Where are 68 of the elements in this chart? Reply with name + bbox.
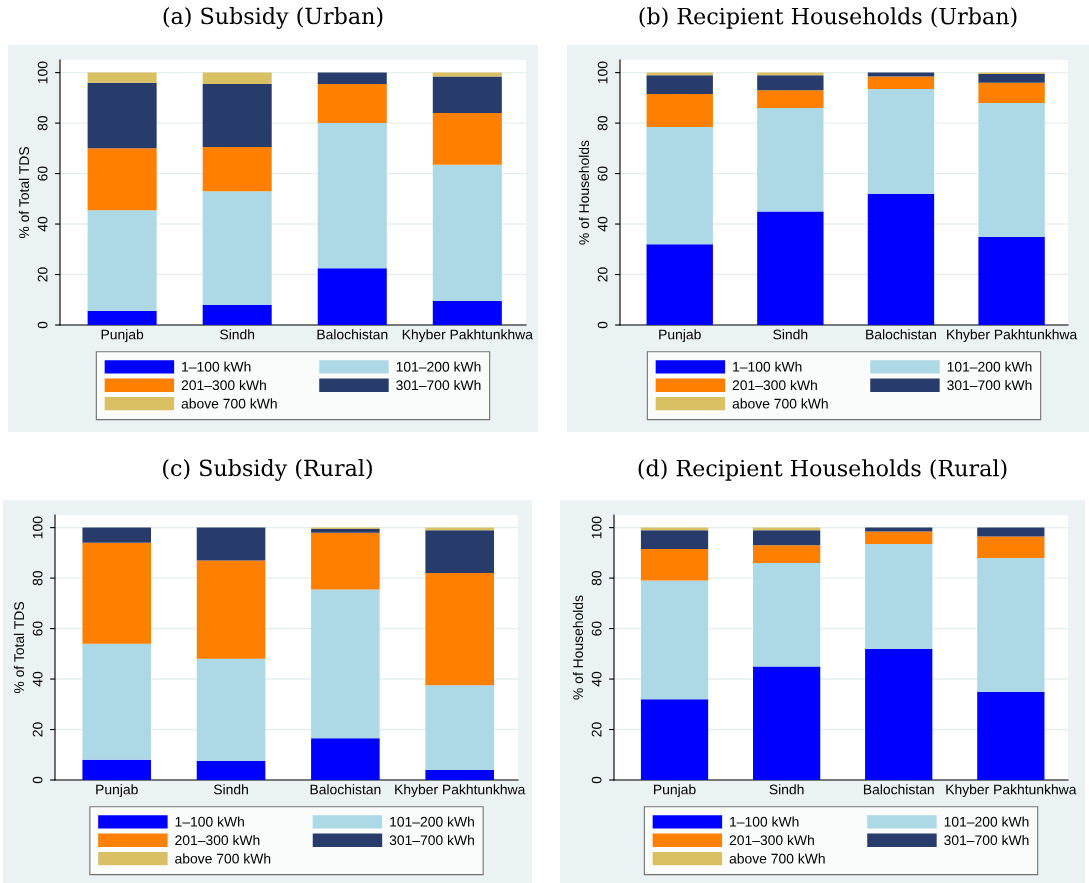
chart-title: (b) Recipient Households (Urban) — [639, 7, 1017, 29]
legend-label: 1–100 kWh — [730, 816, 799, 827]
x-tick-label: Khyber Pakhtunkhwa — [947, 329, 1078, 343]
y-axis-title: % of Households — [572, 595, 584, 700]
chart-title: (a) Subsidy (Urban) — [163, 7, 383, 29]
y-axis-title: % of Total TDS — [18, 147, 30, 239]
legend-label: above 700 kWh — [729, 853, 825, 864]
x-tick-label: Khyber Pakhtunkhwa — [395, 784, 526, 798]
legend-label: 201–300 kWh — [181, 379, 266, 391]
y-tick-label: 60 — [591, 621, 602, 636]
legend-label: 101–200 kWh — [944, 816, 1029, 827]
x-tick-label: Punjab — [659, 329, 701, 343]
legend-label: 301–700 kWh — [944, 834, 1029, 846]
legend-label: 301–700 kWh — [947, 379, 1032, 391]
x-tick-label: Sindh — [773, 329, 808, 340]
y-tick-label: 20 — [32, 722, 43, 737]
legend-label: 101–200 kWh — [947, 361, 1032, 372]
y-tick-label: 20 — [37, 267, 48, 282]
y-tick-label: 80 — [597, 115, 608, 131]
legend-label: 301–700 kWh — [396, 379, 481, 391]
legend-label: 201–300 kWh — [729, 834, 814, 846]
y-tick-label: 60 — [32, 621, 43, 636]
chart-title: (c) Subsidy (Rural) — [163, 459, 372, 481]
y-tick-label: 80 — [591, 570, 602, 586]
legend-label: 1–100 kWh — [175, 816, 244, 827]
legend-label: above 700 kWh — [181, 398, 277, 409]
x-tick-label: Punjab — [96, 784, 138, 798]
y-tick-label: 0 — [37, 321, 48, 329]
legend-label: 101–200 kWh — [396, 361, 481, 372]
x-tick-label: Balochistan — [310, 784, 381, 795]
y-tick-label: 20 — [591, 722, 602, 737]
y-tick-label: 0 — [597, 321, 608, 329]
legend-label: above 700 kWh — [732, 398, 828, 409]
x-tick-label: Balochistan — [863, 784, 934, 795]
y-tick-label: 60 — [597, 166, 608, 181]
y-tick-label: 20 — [597, 267, 608, 282]
y-tick-label: 100 — [597, 61, 608, 84]
x-tick-label: Sindh — [213, 784, 248, 795]
chart-title: (d) Recipient Households (Rural) — [638, 459, 1007, 481]
y-tick-label: 60 — [37, 166, 48, 181]
legend-label: 201–300 kWh — [175, 834, 260, 846]
y-tick-label: 0 — [32, 776, 43, 784]
y-axis-title: % of Households — [578, 140, 590, 245]
legend-label: above 700 kWh — [175, 853, 271, 864]
y-axis-title: % of Total TDS — [13, 602, 25, 694]
x-tick-label: Khyber Pakhtunkhwa — [402, 329, 533, 343]
x-tick-label: Sindh — [769, 784, 804, 795]
x-tick-label: Balochistan — [317, 329, 388, 340]
x-tick-label: Punjab — [654, 784, 696, 798]
y-tick-label: 40 — [597, 216, 608, 232]
legend-label: 1–100 kWh — [733, 361, 802, 372]
y-tick-label: 100 — [591, 516, 602, 539]
y-tick-label: 40 — [32, 671, 43, 687]
x-tick-label: Balochistan — [866, 329, 936, 340]
y-tick-label: 0 — [591, 776, 602, 784]
y-tick-label: 40 — [591, 671, 602, 687]
x-tick-label: Sindh — [220, 329, 255, 340]
y-tick-label: 100 — [32, 516, 43, 539]
y-tick-label: 40 — [37, 216, 48, 232]
legend-label: 301–700 kWh — [389, 834, 474, 846]
legend-label: 101–200 kWh — [390, 816, 474, 827]
legend-label: 1–100 kWh — [182, 361, 251, 372]
legend-label: 201–300 kWh — [732, 379, 817, 391]
y-tick-label: 100 — [37, 61, 48, 84]
x-tick-label: Punjab — [101, 329, 144, 343]
y-tick-label: 80 — [32, 570, 43, 586]
x-tick-label: Khyber Pakhtunkhwa — [946, 784, 1077, 798]
y-tick-label: 80 — [37, 115, 48, 131]
